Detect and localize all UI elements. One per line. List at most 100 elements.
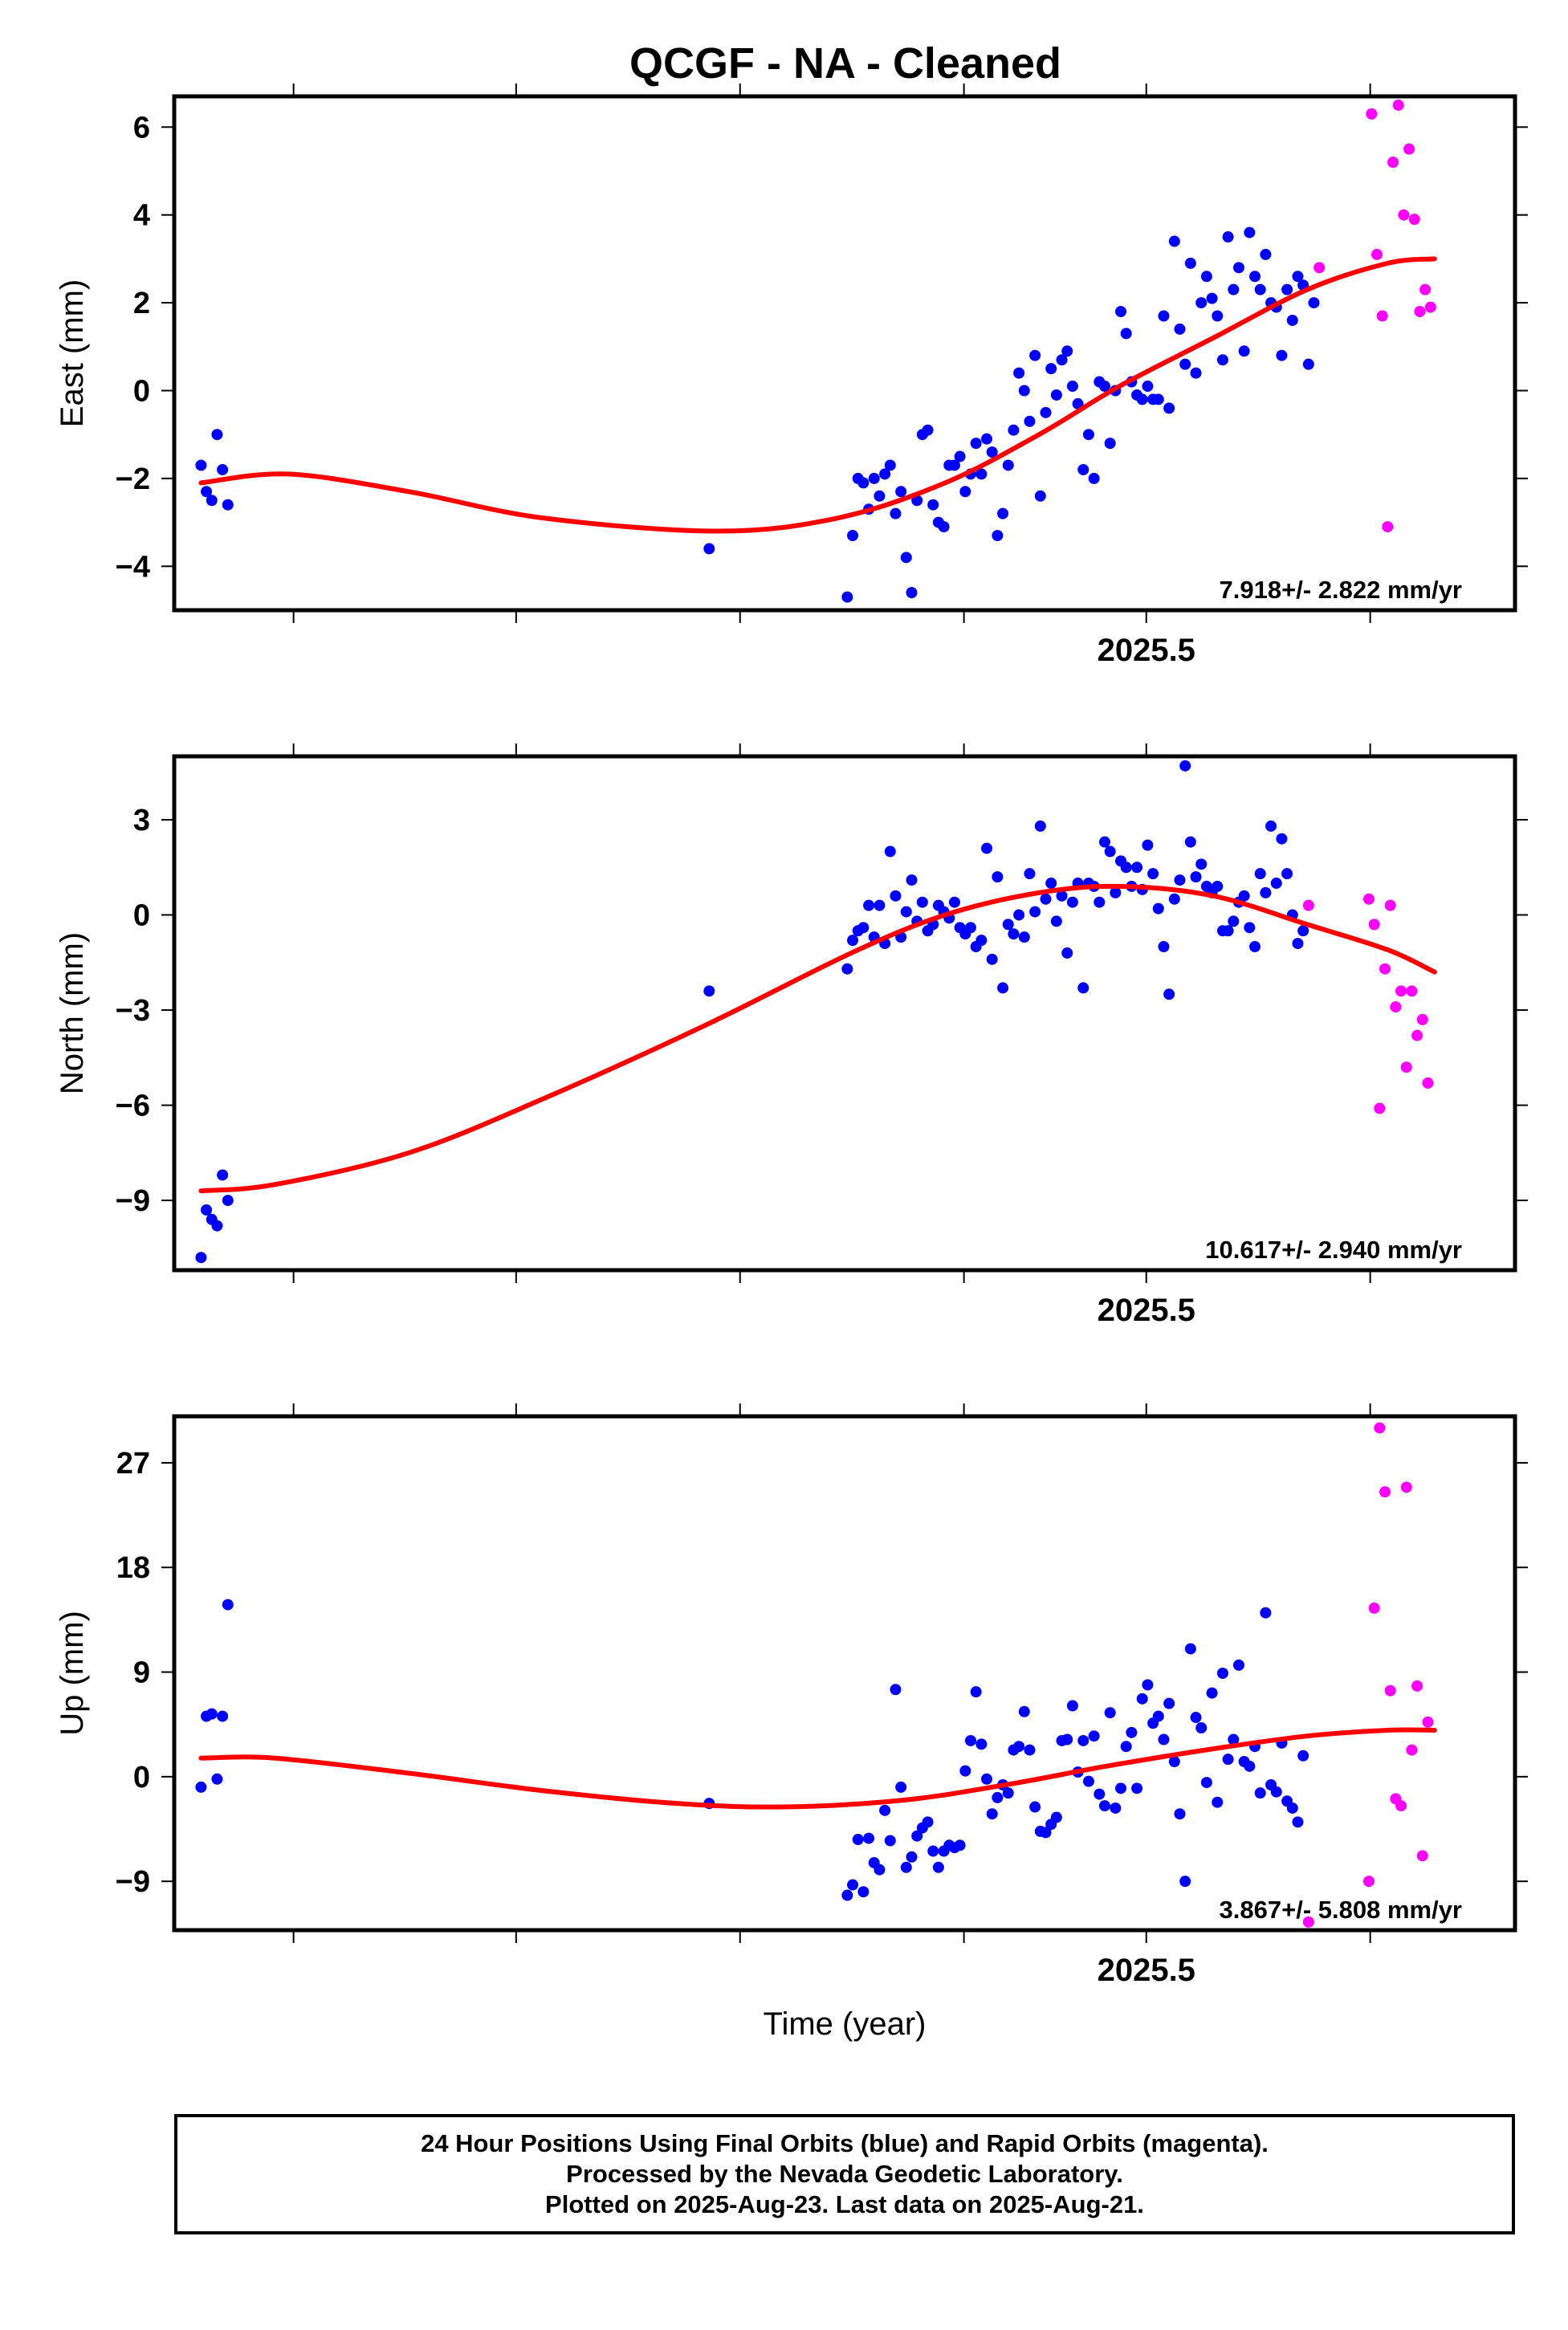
east-final-point [954, 450, 966, 462]
north-final-point [1168, 893, 1180, 905]
north-final-point [1163, 988, 1175, 1000]
east-final-point [1082, 429, 1094, 441]
east-final-point [1292, 271, 1304, 283]
up-final-point [1200, 1777, 1212, 1789]
up-rapid-point [1395, 1800, 1407, 1812]
east-final-point [1179, 358, 1191, 370]
up-final-point [1120, 1741, 1132, 1753]
north-final-point [1212, 880, 1224, 892]
up-rapid-point [1416, 1850, 1428, 1862]
north-rapid-point [1368, 919, 1380, 931]
east-final-point [1034, 490, 1046, 502]
east-final-point [1195, 297, 1208, 309]
east-final-point [927, 499, 939, 511]
up-final-point [1244, 1760, 1256, 1772]
east-final-point [1244, 226, 1256, 238]
east-final-point [1008, 424, 1020, 436]
east-rapid-point [1382, 521, 1394, 533]
east-rapid-point [1408, 214, 1420, 226]
footer-line-2: Processed by the Nevada Geodetic Laborat… [566, 2160, 1123, 2188]
east-rate-label: 7.918+/- 2.822 mm/yr [1220, 576, 1462, 604]
up-final-point [890, 1684, 902, 1696]
up-ytick-label: −9 [116, 1865, 150, 1899]
up-final-point [1184, 1643, 1196, 1655]
north-final-point [1249, 941, 1261, 953]
up-final-point [970, 1686, 982, 1698]
east-final-point [1152, 393, 1164, 405]
east-final-point [1002, 459, 1014, 471]
up-final-point [1061, 1733, 1073, 1745]
up-final-point [922, 1816, 934, 1828]
up-final-point [906, 1851, 918, 1863]
north-rapid-point [1390, 1001, 1402, 1013]
north-final-point [1254, 868, 1266, 880]
up-final-point [879, 1804, 891, 1816]
up-final-point [1190, 1712, 1202, 1724]
east-final-point [1184, 257, 1196, 269]
up-rate-label: 3.867+/- 5.808 mm/yr [1220, 1896, 1462, 1924]
up-final-point [1136, 1693, 1148, 1705]
north-final-point [1147, 868, 1159, 880]
up-ytick-label: 9 [133, 1656, 150, 1690]
east-rapid-point [1392, 99, 1404, 111]
up-ylabel: Up (mm) [55, 1611, 90, 1736]
east-final-point [884, 459, 896, 471]
east-final-point [1013, 367, 1025, 379]
east-final-point [868, 472, 880, 484]
east-panel: −4 −2 0 2 4 6 2025.5 East (mm) 7.918+/- 2.822 mm… [55, 84, 1528, 668]
east-final-point [1200, 271, 1212, 283]
east-final-point [1045, 363, 1057, 375]
up-final-point [1104, 1707, 1116, 1719]
north-final-point [1276, 833, 1288, 845]
north-final-point [1008, 928, 1020, 940]
up-final-point [1286, 1802, 1298, 1814]
east-final-point [222, 499, 234, 511]
east-rapid-point [1419, 283, 1432, 295]
east-final-point [900, 552, 912, 564]
up-rapid-point [1379, 1486, 1391, 1498]
east-final-point [195, 459, 207, 471]
east-final-point [1302, 358, 1314, 370]
up-final-point [1040, 1827, 1052, 1839]
up-final-point [911, 1830, 923, 1842]
up-final-point [932, 1861, 944, 1873]
north-final-point [1029, 906, 1041, 918]
east-final-point [1115, 306, 1127, 318]
up-final-point [1002, 1787, 1014, 1799]
north-final-point [1131, 862, 1143, 874]
footer-caption-box: 24 Hour Positions Using Final Orbits (bl… [174, 2114, 1515, 2234]
up-model-curve [198, 1727, 1437, 1810]
east-final-point [1260, 248, 1272, 260]
north-rapid-point [1406, 985, 1418, 997]
up-rapid-point [1384, 1684, 1396, 1697]
up-final-point [857, 1886, 870, 1898]
north-final-point [1077, 982, 1089, 994]
east-rapid-point [1414, 306, 1426, 318]
north-final-point [997, 982, 1009, 994]
up-final-point [964, 1734, 976, 1746]
east-rapid-point [1313, 262, 1326, 274]
east-final-point [938, 521, 950, 533]
up-final-point [1163, 1697, 1175, 1709]
up-final-point [222, 1599, 234, 1611]
north-ylabel: North (mm) [55, 932, 90, 1094]
north-final-point [1098, 836, 1110, 848]
east-final-point [874, 490, 886, 502]
east-final-point [1029, 349, 1041, 361]
up-rapid-point [1406, 1744, 1418, 1756]
north-final-point [1104, 845, 1116, 857]
north-final-point [195, 1252, 207, 1264]
north-final-point [1184, 836, 1196, 848]
north-final-point [975, 935, 988, 947]
east-final-point [922, 424, 934, 436]
north-rapid-point [1416, 1013, 1428, 1025]
north-final-point [1265, 820, 1277, 832]
east-ytick-label: −4 [116, 550, 150, 584]
north-rapid-point [1362, 893, 1375, 905]
north-rapid-point [1379, 963, 1391, 975]
up-final-point [1077, 1734, 1089, 1746]
east-final-point [1286, 314, 1298, 326]
east-xtick-label: 2025.5 [1098, 633, 1195, 668]
east-final-point [1206, 292, 1218, 304]
east-final-point [1050, 389, 1062, 401]
